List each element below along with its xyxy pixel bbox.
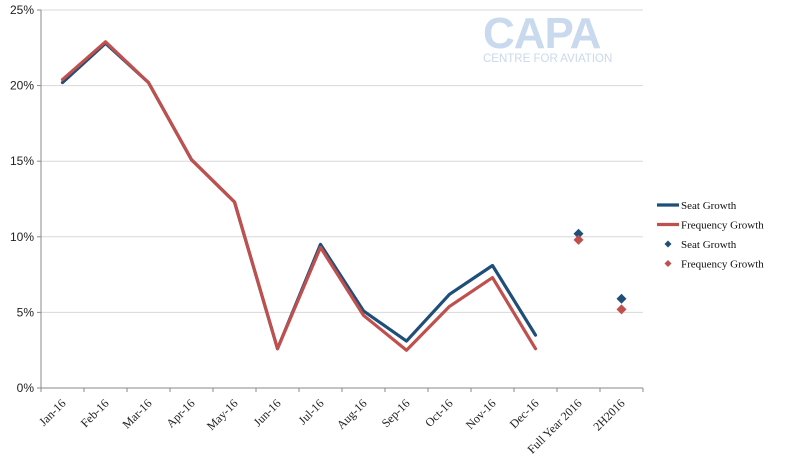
legend: Seat Growth Frequency Growth Seat Growth Fr… <box>657 200 764 271</box>
x-tick-label: Jun-16 <box>251 396 284 429</box>
legend-swatch-marker <box>664 260 672 267</box>
axes <box>37 9 644 392</box>
y-tick-label: 10% <box>10 230 34 244</box>
legend-label: Seat Growth <box>681 200 737 212</box>
y-tick-label: 20% <box>10 79 34 93</box>
series-line <box>60 40 538 352</box>
x-tick-label: Dec-16 <box>507 396 542 431</box>
capa-logo: CAPA CENTRE FOR AVIATION <box>483 9 612 65</box>
legend-label: Frequency Growth <box>681 259 764 271</box>
gridlines <box>41 9 643 313</box>
diamond-marker <box>616 304 627 315</box>
x-tick-label: Jul-16 <box>296 396 327 427</box>
legend-swatch-marker <box>664 240 672 248</box>
y-tick-label: 5% <box>17 305 35 319</box>
x-tick-label: Sep-16 <box>379 396 413 430</box>
x-tick-label: 2H2016 <box>590 396 627 433</box>
x-tick-labels: Jan-16 Feb-16 Mar-16 Apr-16 May-16 Jun-16 Jul-… <box>36 396 628 456</box>
legend-label: Seat Growth <box>681 239 737 251</box>
logo-tagline: CENTRE FOR AVIATION <box>483 53 612 65</box>
series-line <box>60 41 538 351</box>
logo-title: CAPA <box>483 9 601 58</box>
x-tick-label: Nov-16 <box>463 396 499 432</box>
diamond-marker <box>573 228 584 239</box>
x-tick-label: May-16 <box>204 396 241 433</box>
x-tick-label: Aug-16 <box>334 396 370 432</box>
y-tick-label: 15% <box>10 154 34 168</box>
x-tick-label: Jan-16 <box>36 396 69 429</box>
diamond-marker <box>573 234 584 245</box>
y-tick-label: 0% <box>17 381 35 395</box>
x-tick-label: Oct-16 <box>422 396 455 429</box>
diamond-marker <box>616 293 627 304</box>
x-tick-label: Mar-16 <box>119 396 154 431</box>
x-tick-label: Apr-16 <box>163 396 197 430</box>
y-tick-label: 25% <box>10 3 34 17</box>
series <box>60 40 627 352</box>
y-tick-labels: 0% 5% 10% 15% 20% 25% <box>10 3 34 395</box>
x-tick-label: Feb-16 <box>78 396 112 430</box>
legend-label: Frequency Growth <box>681 220 764 232</box>
